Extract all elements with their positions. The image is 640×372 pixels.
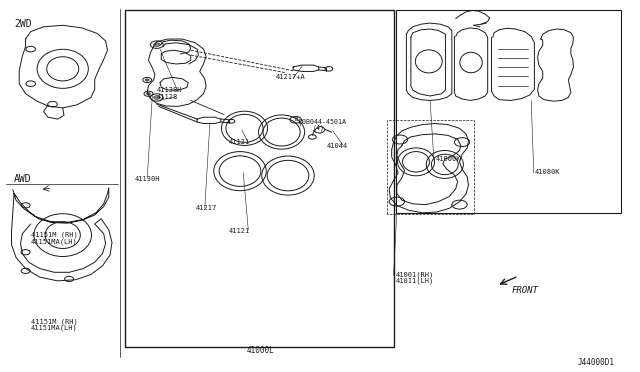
- Circle shape: [154, 43, 160, 46]
- Text: AWD: AWD: [14, 174, 32, 184]
- Text: 41217: 41217: [195, 205, 216, 211]
- Text: 41130H: 41130H: [134, 176, 160, 182]
- Text: 41151M (RH): 41151M (RH): [31, 318, 77, 325]
- Text: 41151MA(LH): 41151MA(LH): [31, 238, 77, 245]
- Text: 41151M (RH): 41151M (RH): [31, 232, 77, 238]
- Text: D0B044-4501A: D0B044-4501A: [299, 119, 347, 125]
- Text: 41000L: 41000L: [246, 346, 274, 355]
- Text: 41138H: 41138H: [157, 87, 182, 93]
- Text: 41121: 41121: [229, 139, 250, 145]
- Text: FRONT: FRONT: [512, 286, 539, 295]
- Text: 41128: 41128: [157, 94, 178, 100]
- Text: 41001(RH): 41001(RH): [396, 271, 434, 278]
- Text: B: B: [294, 117, 298, 122]
- Bar: [396, 10, 621, 213]
- Text: J44000D1: J44000D1: [577, 358, 614, 367]
- Text: 2WD: 2WD: [14, 19, 32, 29]
- Text: 41000K: 41000K: [435, 156, 461, 162]
- Circle shape: [145, 79, 149, 81]
- Text: 41044: 41044: [326, 143, 348, 149]
- Text: (4): (4): [312, 125, 324, 131]
- Bar: [125, 10, 394, 347]
- Circle shape: [154, 96, 160, 99]
- Text: 41151MA(LH): 41151MA(LH): [31, 325, 77, 331]
- Text: 41217+A: 41217+A: [275, 74, 305, 80]
- Text: 41080K: 41080K: [535, 169, 561, 175]
- Text: 41121: 41121: [229, 228, 250, 234]
- Circle shape: [147, 93, 150, 95]
- Text: 41011(LH): 41011(LH): [396, 278, 434, 284]
